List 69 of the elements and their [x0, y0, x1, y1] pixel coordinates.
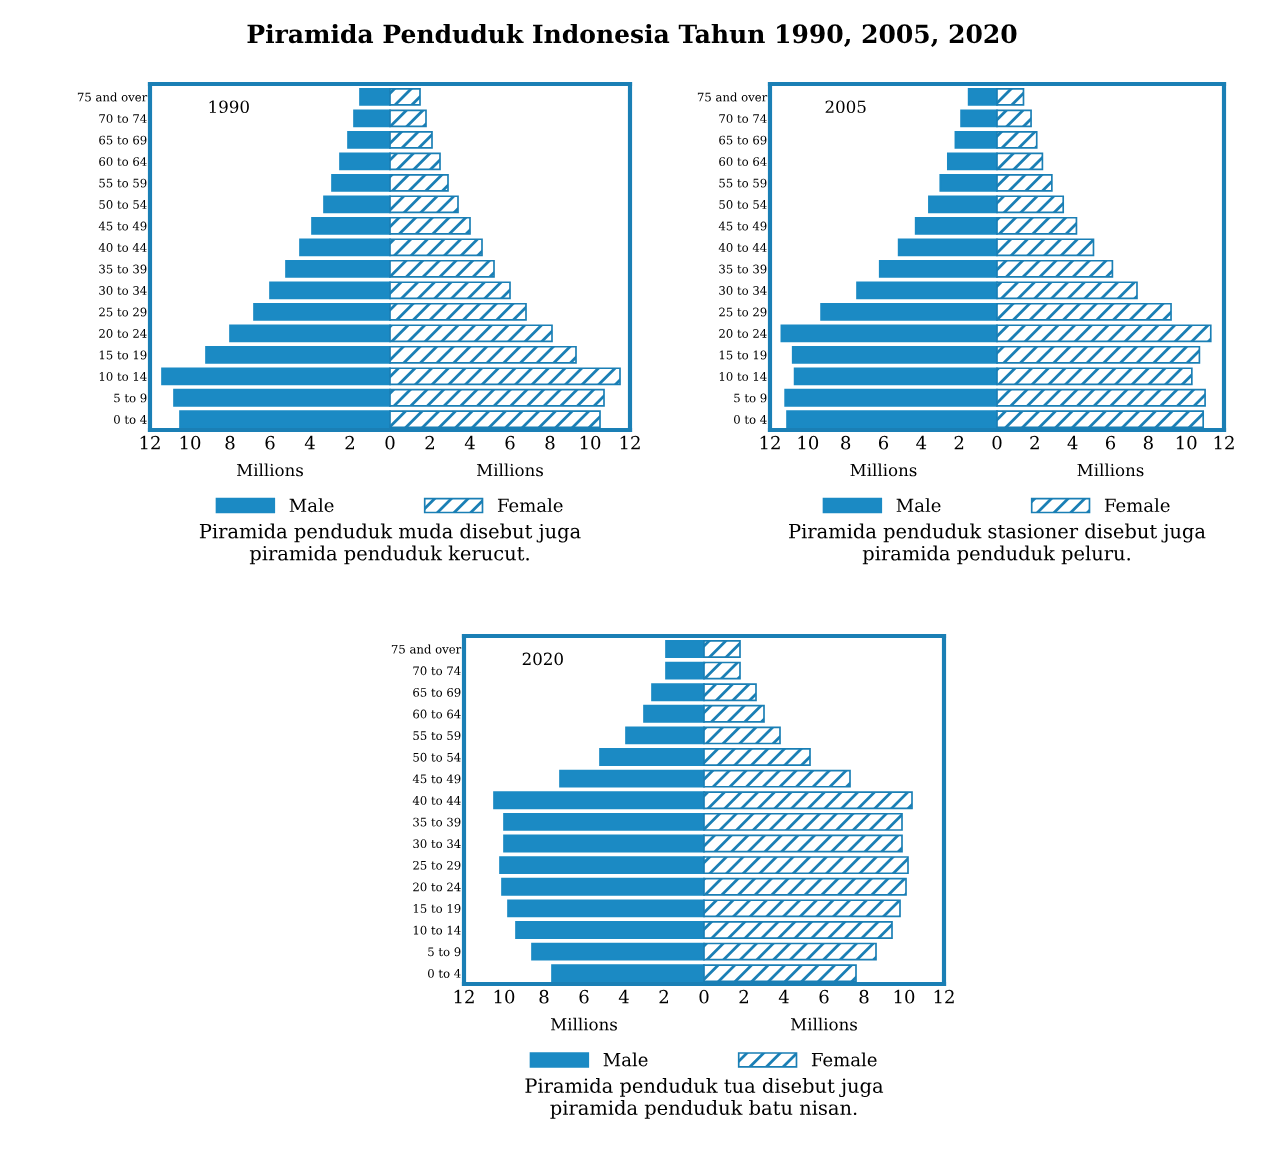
x-tick-label: 10 [1176, 435, 1197, 450]
x-tick-label: 12 [760, 435, 780, 450]
x-tick-label: 4 [618, 989, 629, 1004]
x-tick-label: 8 [545, 435, 555, 450]
x-axis-title: Millions [550, 1017, 617, 1031]
legend-label: Male [289, 498, 334, 513]
legend-label: Female [497, 498, 563, 513]
x-tick-label: 4 [464, 435, 475, 450]
x-tick-label: 8 [539, 989, 549, 1004]
bar [703, 834, 903, 853]
text: Piramida penduduk stasioner disebut juga piramida penduduk peluru. [789, 523, 1206, 565]
x-tick-label: 4 [778, 989, 789, 1004]
x-tick-label: 4 [304, 435, 315, 450]
x-tick-label: 6 [819, 989, 829, 1004]
legend-label: Male [603, 1052, 648, 1067]
x-tick-label: 8 [841, 435, 851, 450]
x-tick-label: 4 [1067, 435, 1078, 450]
x-tick-label: 8 [1143, 435, 1153, 450]
x-tick-label: 2 [425, 435, 434, 450]
bar [503, 834, 705, 853]
x-tick-label: 8 [225, 435, 235, 450]
x-axis-title: Millions [850, 463, 917, 477]
text: 2020 [522, 652, 563, 666]
x-tick-label: 2 [954, 435, 964, 450]
bar [599, 748, 705, 766]
x-tick-label: 2 [659, 989, 668, 1004]
x-tick-label: 10 [180, 435, 201, 450]
x-tick-label: 10 [494, 989, 515, 1004]
text: Piramida Penduduk Indonesia Tahun 1990, 2005, 2020 [247, 23, 1017, 48]
x-tick-label: 2 [1030, 435, 1039, 450]
x-tick-label: 10 [894, 989, 915, 1004]
text: Millions [790, 1017, 857, 1031]
x-tick-label: 2 [739, 989, 748, 1004]
text: 2005 [825, 100, 866, 114]
bar [703, 748, 811, 766]
x-tick-label: 12 [140, 435, 160, 450]
x-tick-label: 2 [345, 435, 354, 450]
x-tick-label: 6 [505, 435, 515, 450]
x-tick-label: 6 [878, 435, 889, 450]
bar [499, 856, 705, 875]
x-tick-label: 6 [265, 435, 275, 450]
x-tick-label: 6 [579, 989, 589, 1004]
bar [703, 921, 893, 939]
bar [665, 640, 705, 658]
legend-label: Female [1104, 498, 1170, 513]
x-axis-title: Millions [236, 463, 303, 477]
x-tick-label: 6 [1105, 435, 1116, 450]
x-tick-label: 12 [1214, 435, 1234, 450]
x-tick-label: 10 [798, 435, 819, 450]
x-tick-label: 12 [934, 989, 954, 1004]
text: 1990 [209, 100, 249, 114]
x-tick-label: 0 [699, 989, 709, 1004]
bar [515, 921, 705, 939]
x-tick-label: 12 [454, 989, 474, 1004]
legend-label: Male [896, 498, 941, 513]
x-tick-label: 4 [916, 435, 927, 450]
x-tick-label: 8 [859, 989, 869, 1004]
legend-label: Female [811, 1052, 877, 1067]
bar [703, 812, 903, 831]
bar [703, 856, 909, 875]
text: Piramida penduduk tua disebut juga piramida penduduk batu nisan. [525, 1077, 884, 1119]
x-tick-label: 0 [992, 435, 1002, 450]
text: Piramida penduduk muda disebut juga piramida penduduk kerucut. [199, 523, 581, 565]
text: Millions [1077, 463, 1144, 477]
bar [503, 812, 705, 831]
x-tick-label: 12 [620, 435, 640, 450]
x-tick-label: 10 [580, 435, 601, 450]
x-tick-label: 0 [385, 435, 395, 450]
text: Millions [476, 463, 543, 477]
